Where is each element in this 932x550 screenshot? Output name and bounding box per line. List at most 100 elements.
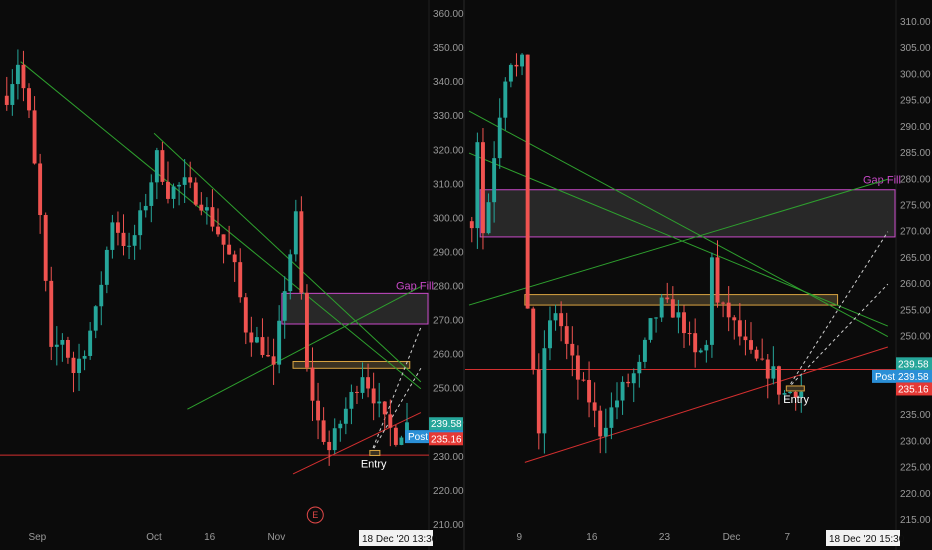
candle-body xyxy=(732,317,737,321)
y-tick-label: 320.00 xyxy=(433,145,464,156)
candle-body xyxy=(266,355,270,357)
candle-body xyxy=(393,427,398,445)
trendline-green xyxy=(468,152,889,327)
y-tick-label: 295.00 xyxy=(900,96,931,107)
candle-body xyxy=(371,388,376,404)
candle-body xyxy=(366,377,371,389)
candle-body xyxy=(254,337,259,343)
entry-marker xyxy=(785,385,805,392)
candle-body xyxy=(377,401,382,404)
candle-body xyxy=(564,326,569,344)
y-tick-label: 250.00 xyxy=(900,332,931,343)
candle-body xyxy=(160,150,165,182)
support-price-tag xyxy=(429,432,463,446)
resistance-zone xyxy=(524,294,839,306)
candle-body xyxy=(27,88,31,111)
chart-panel-2: 310.00 305.00 300.00 295.00 290.00 285.00 280.… xyxy=(465,0,932,550)
candle-body xyxy=(570,343,575,356)
entry-label: Entry xyxy=(361,458,387,470)
y-tick-label: 260.00 xyxy=(433,350,464,361)
candle-body xyxy=(38,163,43,216)
y-tick-label: 310.00 xyxy=(433,179,464,190)
y-tick-label: 255.00 xyxy=(900,305,931,316)
post-tag-label-box xyxy=(405,430,429,444)
candle-body xyxy=(704,344,709,351)
candle-body xyxy=(249,332,254,343)
trendline-red xyxy=(524,346,888,463)
candle-body xyxy=(127,245,132,247)
candle-body xyxy=(166,181,170,199)
candle-body xyxy=(609,407,614,428)
y-tick-label: 275.00 xyxy=(900,200,931,211)
entry-marker xyxy=(369,449,381,456)
gap-fill-label: Gap Fill xyxy=(396,280,434,292)
candle-body xyxy=(497,117,502,159)
candle-body xyxy=(99,284,104,307)
candle-body xyxy=(581,379,586,381)
candle-body xyxy=(132,235,137,246)
candle-body xyxy=(788,391,793,394)
candle-body xyxy=(765,359,770,379)
y-tick-label: 265.00 xyxy=(900,253,931,264)
candle-body xyxy=(343,408,348,424)
candle-body xyxy=(310,367,315,401)
projection-line xyxy=(370,368,422,454)
date-stamp-box xyxy=(826,530,900,546)
candle-body xyxy=(749,340,753,350)
candle-body xyxy=(715,257,720,303)
y-tick-label: 290.00 xyxy=(433,247,464,258)
candle-body xyxy=(88,330,93,356)
y-tick-label: 280.00 xyxy=(900,174,931,185)
y-tick-label: 220.00 xyxy=(900,489,931,500)
candle-body xyxy=(110,222,115,250)
candle-body xyxy=(227,244,232,255)
support-price-text: 235.16 xyxy=(431,434,462,445)
y-tick-label: 310.00 xyxy=(900,17,931,28)
candle-body xyxy=(15,64,20,85)
candle-body xyxy=(503,81,508,118)
x-tick-label: Sep xyxy=(28,532,46,543)
candle-body xyxy=(492,158,497,203)
y-tick-label: 290.00 xyxy=(900,122,931,133)
earnings-marker-label: E xyxy=(312,510,318,520)
y-tick-label: 305.00 xyxy=(900,43,931,54)
x-tick-label: 16 xyxy=(204,532,216,543)
y-tick-label: 360.00 xyxy=(433,9,464,20)
earnings-marker-icon xyxy=(306,506,324,524)
candle-body xyxy=(338,423,343,429)
candle-body xyxy=(154,150,159,183)
y-tick-label: 260.00 xyxy=(900,279,931,290)
candle-body xyxy=(243,297,248,333)
candle-body xyxy=(143,205,148,211)
candle-body xyxy=(93,306,98,331)
y-tick-label: 210.00 xyxy=(433,520,464,531)
y-tick-label: 300.00 xyxy=(433,213,464,224)
candle-body xyxy=(648,318,653,340)
trendline-green xyxy=(468,178,888,306)
date-stamp-text: 18 Dec '20 13:30 xyxy=(362,534,438,545)
y-tick-label: 230.00 xyxy=(433,452,464,463)
candle-body xyxy=(355,391,359,393)
candle-body xyxy=(799,391,804,398)
projection-line xyxy=(370,327,422,454)
candle-body xyxy=(659,297,664,318)
candle-body xyxy=(138,210,143,236)
candle-body xyxy=(4,95,9,105)
y-tick-label: 220.00 xyxy=(433,486,464,497)
candle-body xyxy=(277,320,282,365)
candle-body xyxy=(388,414,393,428)
gap-fill-zone xyxy=(281,292,429,325)
trendline-green xyxy=(153,132,422,383)
candle-body xyxy=(743,336,748,341)
candle-body xyxy=(405,422,409,438)
candle-body xyxy=(216,226,220,235)
candle-body xyxy=(177,184,182,187)
y-tick-label: 230.00 xyxy=(900,436,931,447)
post-tag-label: Post xyxy=(408,432,428,443)
x-tick-label: Oct xyxy=(146,532,162,543)
candle-body xyxy=(514,64,519,67)
candle-body xyxy=(116,222,120,233)
candle-body xyxy=(193,182,198,205)
